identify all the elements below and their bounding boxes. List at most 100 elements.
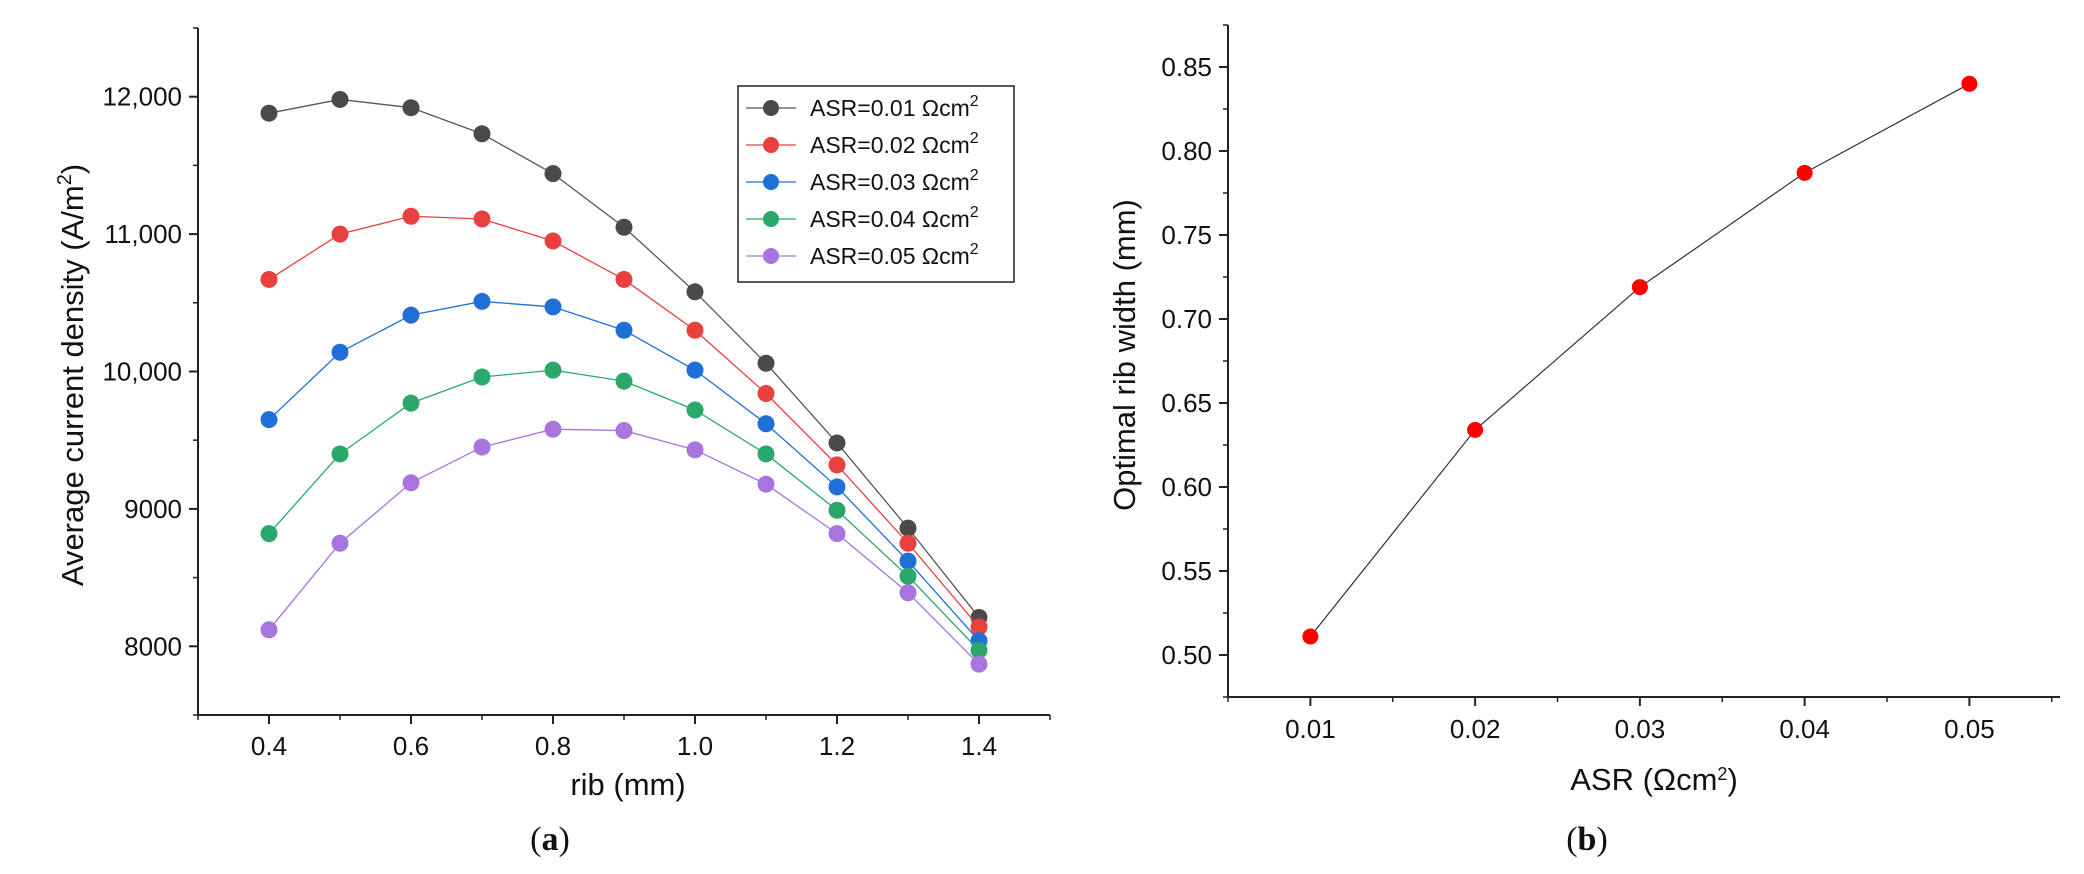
panel-a-data-point bbox=[615, 270, 633, 288]
panel-a-series-2 bbox=[260, 207, 988, 636]
panel-b-data-point bbox=[1631, 279, 1648, 296]
panel-a-data-point bbox=[331, 90, 349, 108]
panel-a-label: (a) bbox=[530, 821, 570, 858]
panel-a-data-point bbox=[757, 415, 775, 433]
panel-a-y-tick-label: 8000 bbox=[124, 631, 182, 661]
panel-b-series bbox=[1302, 75, 1978, 645]
panel-a-data-point bbox=[899, 519, 917, 537]
panel-a-data-point bbox=[686, 401, 704, 419]
panel-a-legend-marker bbox=[763, 137, 779, 153]
panel-a-legend-label-sup: 2 bbox=[970, 130, 979, 147]
panel-b-x-axis-title-suffix: ) bbox=[1727, 762, 1737, 797]
panel-b-data-point bbox=[1796, 164, 1813, 181]
panel-a-legend-label: ASR=0.04 Ωcm2 bbox=[810, 204, 979, 232]
panel-b-y-tick-label: 0.75 bbox=[1161, 220, 1212, 250]
panel-a-data-point bbox=[899, 552, 917, 570]
panel-a-legend-label-sup: 2 bbox=[970, 93, 979, 110]
panel-a-y-axis-title-sup: 2 bbox=[54, 174, 76, 185]
panel-a-data-point bbox=[260, 411, 278, 429]
panel-a-series-line bbox=[268, 428, 980, 665]
panel-a-y-tick-label: 10,000 bbox=[102, 357, 182, 387]
panel-a-legend-label-text: ASR=0.03 Ωcm bbox=[810, 169, 970, 195]
panel-a-legend-label-text: ASR=0.05 Ωcm bbox=[810, 243, 970, 269]
panel-a-legend-item: ASR=0.05 Ωcm2 bbox=[746, 241, 979, 269]
panel-a-data-point bbox=[473, 125, 491, 143]
panel-a-data-point bbox=[757, 475, 775, 493]
panel-a-data-point bbox=[757, 445, 775, 463]
panel-a-data-point bbox=[402, 99, 420, 117]
panel-b-x-tick-label: 0.02 bbox=[1450, 714, 1501, 744]
panel-b-y-tick-label: 0.50 bbox=[1161, 640, 1212, 670]
panel-a-data-point bbox=[828, 525, 846, 543]
panel-b-y-tick-label: 0.80 bbox=[1161, 136, 1212, 166]
panel-a-x-tick-label: 1.0 bbox=[677, 731, 713, 761]
panel-a-legend-label-sup: 2 bbox=[970, 204, 979, 221]
panel-a-data-point bbox=[260, 104, 278, 122]
panel-a-data-point bbox=[899, 567, 917, 585]
panel-a-data-point bbox=[544, 298, 562, 316]
panel-b-y-tick-label: 0.65 bbox=[1161, 388, 1212, 418]
panel-a-y-axis-title-suffix: ) bbox=[55, 164, 90, 174]
panel-a-data-point bbox=[331, 225, 349, 243]
panel-b-x-tick-label: 0.04 bbox=[1779, 714, 1830, 744]
panel-a-data-point bbox=[970, 641, 988, 659]
panel-a-y-tick-label: 9000 bbox=[124, 494, 182, 524]
panel-a-series-5 bbox=[260, 420, 988, 673]
panel-b-x-tick-label: 0.03 bbox=[1615, 714, 1666, 744]
panel-a-data-point bbox=[473, 210, 491, 228]
panel-a-data-point bbox=[544, 165, 562, 183]
panel-b-series-line bbox=[1309, 83, 1970, 637]
panel-a-ticks: 0.4 0.6 0.8 1.0 1.2 1.4 8000 9000 10,000 11,000 12… bbox=[102, 27, 1051, 761]
panel-a-series-line bbox=[268, 369, 980, 651]
panel-a-data-point bbox=[615, 372, 633, 390]
panel-a-data-point bbox=[473, 292, 491, 310]
panel-a-data-point bbox=[828, 501, 846, 519]
panel-a-legend-box bbox=[737, 85, 1015, 283]
panel-a-data-point bbox=[828, 478, 846, 496]
panel-a-data-point bbox=[828, 434, 846, 452]
panel-a-data-point bbox=[402, 306, 420, 324]
panel-a-chart: 0.4 0.6 0.8 1.0 1.2 1.4 8000 9000 10,000 11,000 12… bbox=[54, 27, 1051, 858]
panel-b-x-axis-title-prefix: ASR (Ωcm bbox=[1570, 762, 1717, 797]
panel-a-data-point bbox=[402, 207, 420, 225]
panel-b-x-axis-title: ASR (Ωcm2) bbox=[1570, 762, 1738, 797]
panel-b-chart: 0.01 0.02 0.03 0.04 0.05 0.50 0.55 0.60 0.65 0.70… bbox=[1107, 24, 2060, 858]
panel-a-data-point bbox=[473, 368, 491, 386]
panel-a-legend-label: ASR=0.03 Ωcm2 bbox=[810, 167, 979, 195]
panel-b-data-point bbox=[1467, 421, 1484, 438]
panel-a-data-point bbox=[544, 361, 562, 379]
panel-a-data-point bbox=[686, 441, 704, 459]
panel-a-data-point bbox=[899, 534, 917, 552]
panel-a-legend-label: ASR=0.02 Ωcm2 bbox=[810, 130, 979, 158]
panel-b-y-axis-title: Optimal rib width (mm) bbox=[1107, 199, 1142, 511]
panel-a-data-point bbox=[402, 474, 420, 492]
panel-a-y-axis-title: Average current density (A/m2) bbox=[54, 164, 90, 586]
panel-a-x-tick-label: 0.4 bbox=[251, 731, 287, 761]
panel-a-legend-marker bbox=[763, 100, 779, 116]
panel-b-label-letter: b bbox=[1578, 821, 1597, 858]
panel-a-y-axis-title-prefix: Average current density (A/m bbox=[55, 185, 90, 586]
panel-a-series-3 bbox=[260, 292, 988, 650]
panel-a-data-point bbox=[331, 445, 349, 463]
panel-a-x-axis-title: rib (mm) bbox=[570, 767, 685, 802]
panel-a-x-tick-label: 0.6 bbox=[393, 731, 429, 761]
panel-a-data-point bbox=[473, 438, 491, 456]
panel-a-data-point bbox=[402, 394, 420, 412]
panel-a-data-point bbox=[260, 270, 278, 288]
panel-a-data-point bbox=[686, 361, 704, 379]
panel-b-axes bbox=[1227, 25, 2060, 698]
panel-a-series bbox=[260, 90, 988, 673]
panel-a-legend-label-text: ASR=0.01 Ωcm bbox=[810, 95, 970, 121]
panel-b-data-point bbox=[1961, 75, 1978, 92]
panel-a-legend-marker bbox=[763, 248, 779, 264]
panel-a-data-point bbox=[757, 384, 775, 402]
panel-a-data-point bbox=[615, 422, 633, 440]
panel-a-data-point bbox=[970, 655, 988, 673]
panel-a-data-point bbox=[260, 621, 278, 639]
panel-a-data-point bbox=[260, 525, 278, 543]
panel-a-legend-label-sup: 2 bbox=[970, 241, 979, 258]
panel-b-y-tick-label: 0.85 bbox=[1161, 52, 1212, 82]
panel-a-legend-marker bbox=[763, 211, 779, 227]
